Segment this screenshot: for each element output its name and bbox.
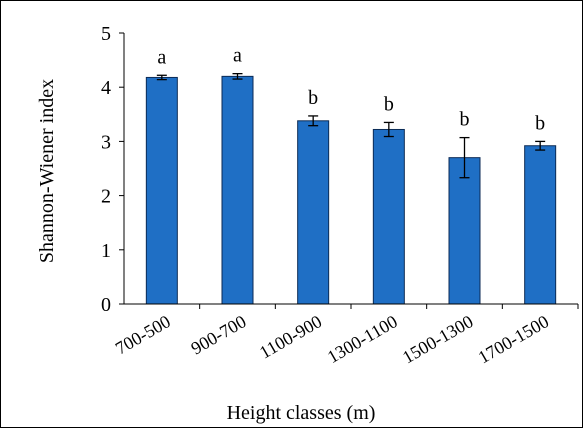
significance-letter: b	[384, 93, 394, 115]
bar-group: a a b b b b	[145, 45, 557, 305]
bar	[524, 145, 557, 305]
y-tick-label: 0	[101, 294, 111, 316]
y-axis-title: Shannon-Wiener index	[36, 79, 58, 263]
bar	[297, 120, 330, 305]
x-tick-label: 900-700	[188, 311, 250, 358]
x-tick-label: 1300-1100	[324, 311, 401, 367]
y-axis-ticks: 0 1 2 3 4 5	[101, 23, 124, 316]
bar	[372, 128, 405, 305]
significance-letter: b	[535, 112, 545, 134]
significance-letter: b	[308, 87, 318, 109]
significance-letter: a	[233, 45, 242, 67]
x-axis-title: Height classes (m)	[227, 402, 376, 424]
x-axis-ticks: 700-500 900-700 1100-9001300-11001500-1300…	[112, 304, 579, 367]
x-tick-label: 1700-1500	[475, 311, 553, 367]
y-tick-label: 1	[101, 240, 111, 262]
x-tick-label: 1100-900	[256, 311, 325, 362]
y-tick-label: 5	[101, 23, 111, 45]
x-tick-label: 1500-1300	[399, 311, 477, 367]
x-tick-label: 700-500	[112, 311, 174, 358]
significance-letter: a	[157, 46, 166, 68]
y-tick-label: 2	[101, 186, 111, 208]
bar	[221, 75, 254, 305]
y-tick-label: 4	[101, 77, 111, 99]
bar	[448, 157, 481, 305]
bar	[145, 76, 178, 305]
y-tick-label: 3	[101, 131, 111, 153]
significance-letter: b	[460, 109, 470, 131]
